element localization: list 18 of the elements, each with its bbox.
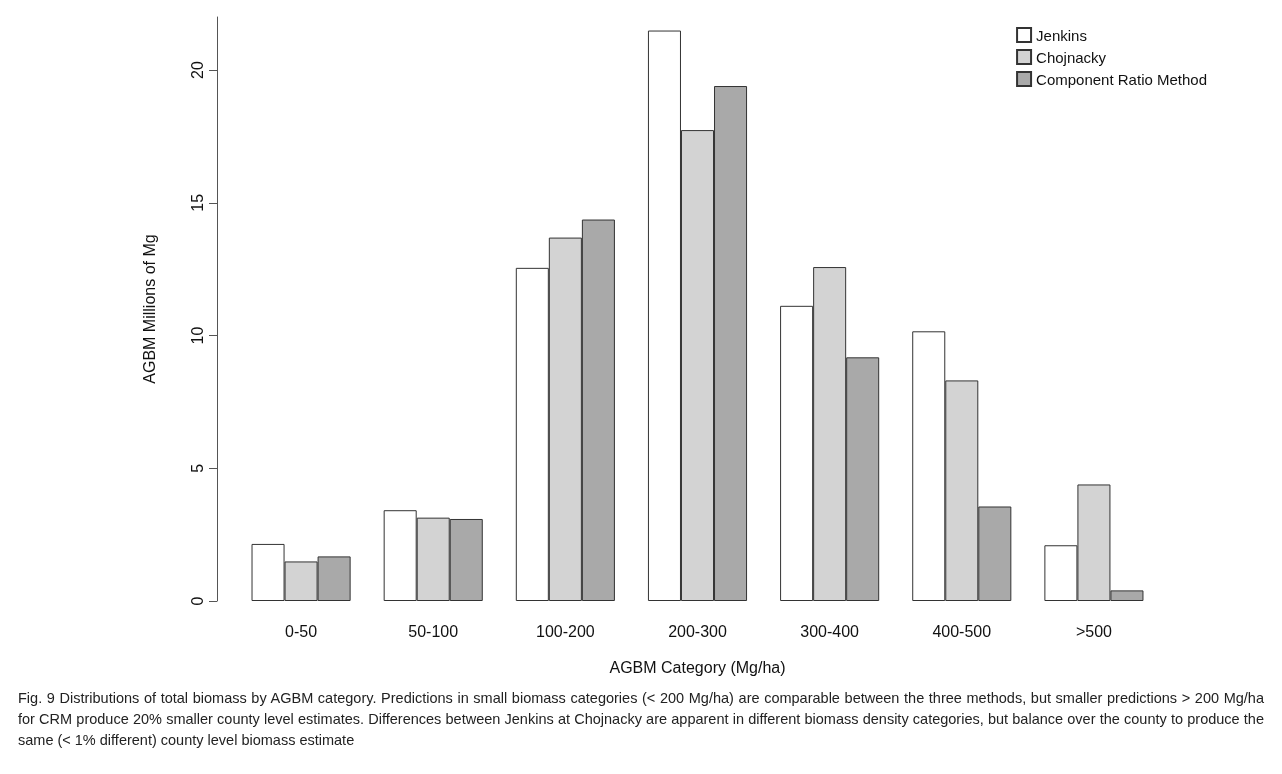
y-tick-label: 10 xyxy=(188,326,206,345)
legend-label: Jenkins xyxy=(1036,26,1087,44)
x-tick-label: 300-400 xyxy=(800,622,860,640)
x-tick-label: 200-300 xyxy=(668,622,727,640)
legend-label: Component Ratio Method xyxy=(1036,70,1207,88)
x-tick-label: 50-100 xyxy=(408,622,459,640)
y-tick-label: 20 xyxy=(188,61,206,79)
y-tick-label: 5 xyxy=(188,463,206,473)
y-tick-label: 15 xyxy=(188,193,206,212)
legend-label: Chojnacky xyxy=(1036,48,1107,66)
caption: Fig. 9 Distributions of total biomass by AGBM category. Predictions in small biomass categories (< 200 Mg/ha) are comparable between the three methods, but smaller predictions > 200 Mg/ha for CRM produce 20% smaller county level estimates. Differences between Jenkins at Chojnacky are apparent in different biomass density categories, but balance over the county to produce the same (< 1% different) county level biomass estimate xyxy=(18,689,1264,750)
x-axis-title: AGBM Category (Mg/ha) xyxy=(609,658,786,676)
x-tick-label: 0-50 xyxy=(285,622,318,640)
x-tick-label: 400-500 xyxy=(932,622,992,640)
x-tick-label: >500 xyxy=(1075,622,1113,640)
y-tick-label: 0 xyxy=(188,596,206,606)
x-tick-label: 100-200 xyxy=(536,622,595,640)
y-axis-title: AGBM Millions of Mg xyxy=(140,234,158,384)
